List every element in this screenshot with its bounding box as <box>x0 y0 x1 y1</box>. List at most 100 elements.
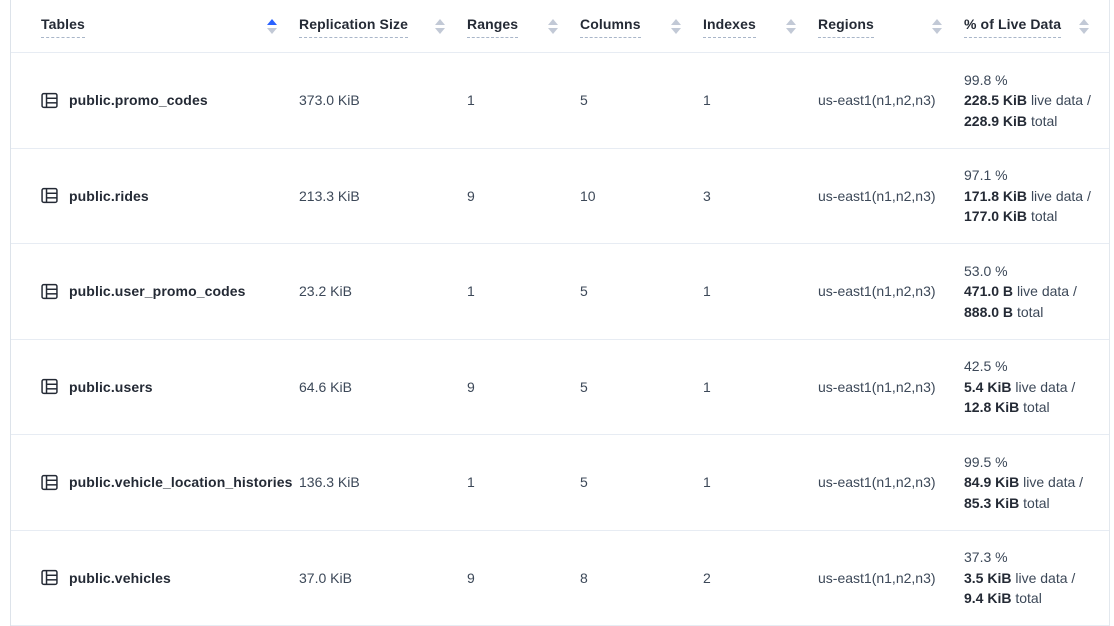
sort-down-arrow-icon <box>267 27 277 34</box>
columns-cell: 5 <box>580 92 588 109</box>
column-header-tables[interactable]: Tables <box>11 15 299 38</box>
table-name-cell: public.vehicle_location_histories <box>11 474 299 491</box>
table-name-link[interactable]: public.promo_codes <box>69 92 208 109</box>
regions-cell: us-east1(n1,n2,n3) <box>818 378 936 395</box>
regions-cell: us-east1(n1,n2,n3) <box>818 283 936 300</box>
indexes-cell: 1 <box>703 474 711 491</box>
sort-up-arrow-icon <box>548 18 558 25</box>
indexes-cell: 1 <box>703 92 711 109</box>
table-row[interactable]: public.vehicles 37.0 KiB 9 8 2 us-east1(… <box>11 530 1111 626</box>
regions-cell: us-east1(n1,n2,n3) <box>818 92 936 109</box>
column-header-columns-label: Columns <box>580 15 641 38</box>
table-icon <box>41 474 58 491</box>
sort-up-arrow-icon <box>671 18 681 25</box>
total-data-line: 12.8 KiB total <box>964 399 1050 415</box>
column-header-replication-size-label: Replication Size <box>299 15 408 38</box>
sort-icon[interactable] <box>932 18 942 34</box>
columns-cell: 8 <box>580 569 588 586</box>
live-data-line: 228.5 KiB live data / <box>964 92 1091 108</box>
indexes-cell: 2 <box>703 569 711 586</box>
sort-up-arrow-icon <box>786 18 796 25</box>
table-icon <box>41 92 58 109</box>
live-data-cell: 37.3 % 3.5 KiB live data / 9.4 KiB total <box>964 547 1111 609</box>
columns-cell: 10 <box>580 187 596 204</box>
column-header-ranges[interactable]: Ranges <box>467 15 580 38</box>
column-header-regions[interactable]: Regions <box>818 15 964 38</box>
sort-down-arrow-icon <box>435 27 445 34</box>
replication-size-cell: 136.3 KiB <box>299 474 360 491</box>
table-name-link[interactable]: public.vehicle_location_histories <box>69 474 293 491</box>
table-row[interactable]: public.promo_codes 373.0 KiB 1 5 1 us-ea… <box>11 53 1109 149</box>
live-percent: 37.3 % <box>964 549 1008 565</box>
ranges-cell: 9 <box>467 569 475 586</box>
sort-asc-icon[interactable] <box>267 18 277 34</box>
total-data-line: 85.3 KiB total <box>964 494 1050 511</box>
columns-cell: 5 <box>580 378 588 395</box>
table-name-cell: public.vehicles <box>11 569 299 586</box>
indexes-cell: 3 <box>703 187 711 204</box>
sort-down-arrow-icon <box>932 27 942 34</box>
live-percent: 99.8 % <box>964 71 1008 88</box>
ranges-cell: 1 <box>467 92 475 109</box>
tables-page: Tables Replication Size Ranges Columns I… <box>10 0 1110 626</box>
sort-up-arrow-icon <box>1079 18 1089 25</box>
columns-cell: 5 <box>580 283 588 300</box>
live-percent: 97.1 % <box>964 167 1008 183</box>
live-percent: 53.0 % <box>964 262 1008 279</box>
columns-cell: 5 <box>580 474 588 491</box>
table-name-cell: public.promo_codes <box>11 92 299 109</box>
column-header-replication-size[interactable]: Replication Size <box>299 15 467 38</box>
sort-icon[interactable] <box>1079 18 1089 34</box>
table-name-link[interactable]: public.rides <box>69 187 149 204</box>
replication-size-cell: 37.0 KiB <box>299 569 352 586</box>
replication-size-cell: 373.0 KiB <box>299 92 360 109</box>
replication-size-cell: 23.2 KiB <box>299 283 352 300</box>
table-body: public.promo_codes 373.0 KiB 1 5 1 us-ea… <box>11 53 1109 626</box>
sort-icon[interactable] <box>548 18 558 34</box>
table-row[interactable]: public.user_promo_codes 23.2 KiB 1 5 1 u… <box>11 244 1109 340</box>
indexes-cell: 1 <box>703 378 711 395</box>
column-header-live-data[interactable]: % of Live Data <box>964 15 1111 38</box>
column-header-regions-label: Regions <box>818 15 874 38</box>
ranges-cell: 1 <box>467 283 475 300</box>
tables-table: Tables Replication Size Ranges Columns I… <box>11 0 1109 626</box>
column-header-ranges-label: Ranges <box>467 15 519 38</box>
regions-cell: us-east1(n1,n2,n3) <box>818 569 936 586</box>
live-percent: 99.5 % <box>964 453 1008 470</box>
live-data-line: 471.0 B live data / <box>964 283 1077 299</box>
sort-up-arrow-icon <box>932 18 942 25</box>
sort-down-arrow-icon <box>786 27 796 34</box>
table-row[interactable]: public.vehicle_location_histories 136.3 … <box>11 435 1109 531</box>
table-icon <box>41 187 58 204</box>
table-row[interactable]: public.rides 213.3 KiB 9 10 3 us-east1(n… <box>11 148 1109 244</box>
sort-up-arrow-icon <box>267 18 277 25</box>
sort-icon[interactable] <box>671 18 681 34</box>
table-icon <box>41 569 58 586</box>
table-name-link[interactable]: public.user_promo_codes <box>69 283 246 300</box>
table-name-link[interactable]: public.vehicles <box>69 569 171 586</box>
live-data-line: 5.4 KiB live data / <box>964 378 1076 395</box>
sort-icon[interactable] <box>786 18 796 34</box>
sort-icon[interactable] <box>435 18 445 34</box>
live-data-cell: 99.5 % 84.9 KiB live data / 85.3 KiB tot… <box>964 452 1111 514</box>
column-header-columns[interactable]: Columns <box>580 15 703 38</box>
table-name-cell: public.users <box>11 378 299 395</box>
replication-size-cell: 213.3 KiB <box>299 187 360 204</box>
total-data-line: 9.4 KiB total <box>964 590 1042 606</box>
ranges-cell: 9 <box>467 378 475 395</box>
live-data-line: 84.9 KiB live data / <box>964 474 1084 490</box>
regions-cell: us-east1(n1,n2,n3) <box>818 187 936 204</box>
table-icon <box>41 378 58 395</box>
table-name-cell: public.user_promo_codes <box>11 283 299 300</box>
table-name-link[interactable]: public.users <box>69 378 153 395</box>
table-icon <box>41 283 58 300</box>
live-data-cell: 53.0 % 471.0 B live data / 888.0 B total <box>964 261 1111 323</box>
column-header-indexes[interactable]: Indexes <box>703 15 818 38</box>
table-row[interactable]: public.users 64.6 KiB 9 5 1 us-east1(n1,… <box>11 339 1109 435</box>
sort-up-arrow-icon <box>435 18 445 25</box>
sort-down-arrow-icon <box>548 27 558 34</box>
live-data-cell: 99.8 % 228.5 KiB live data / 228.9 KiB t… <box>964 70 1111 132</box>
regions-cell: us-east1(n1,n2,n3) <box>818 474 936 491</box>
live-percent: 42.5 % <box>964 358 1008 374</box>
table-name-cell: public.rides <box>11 187 299 204</box>
